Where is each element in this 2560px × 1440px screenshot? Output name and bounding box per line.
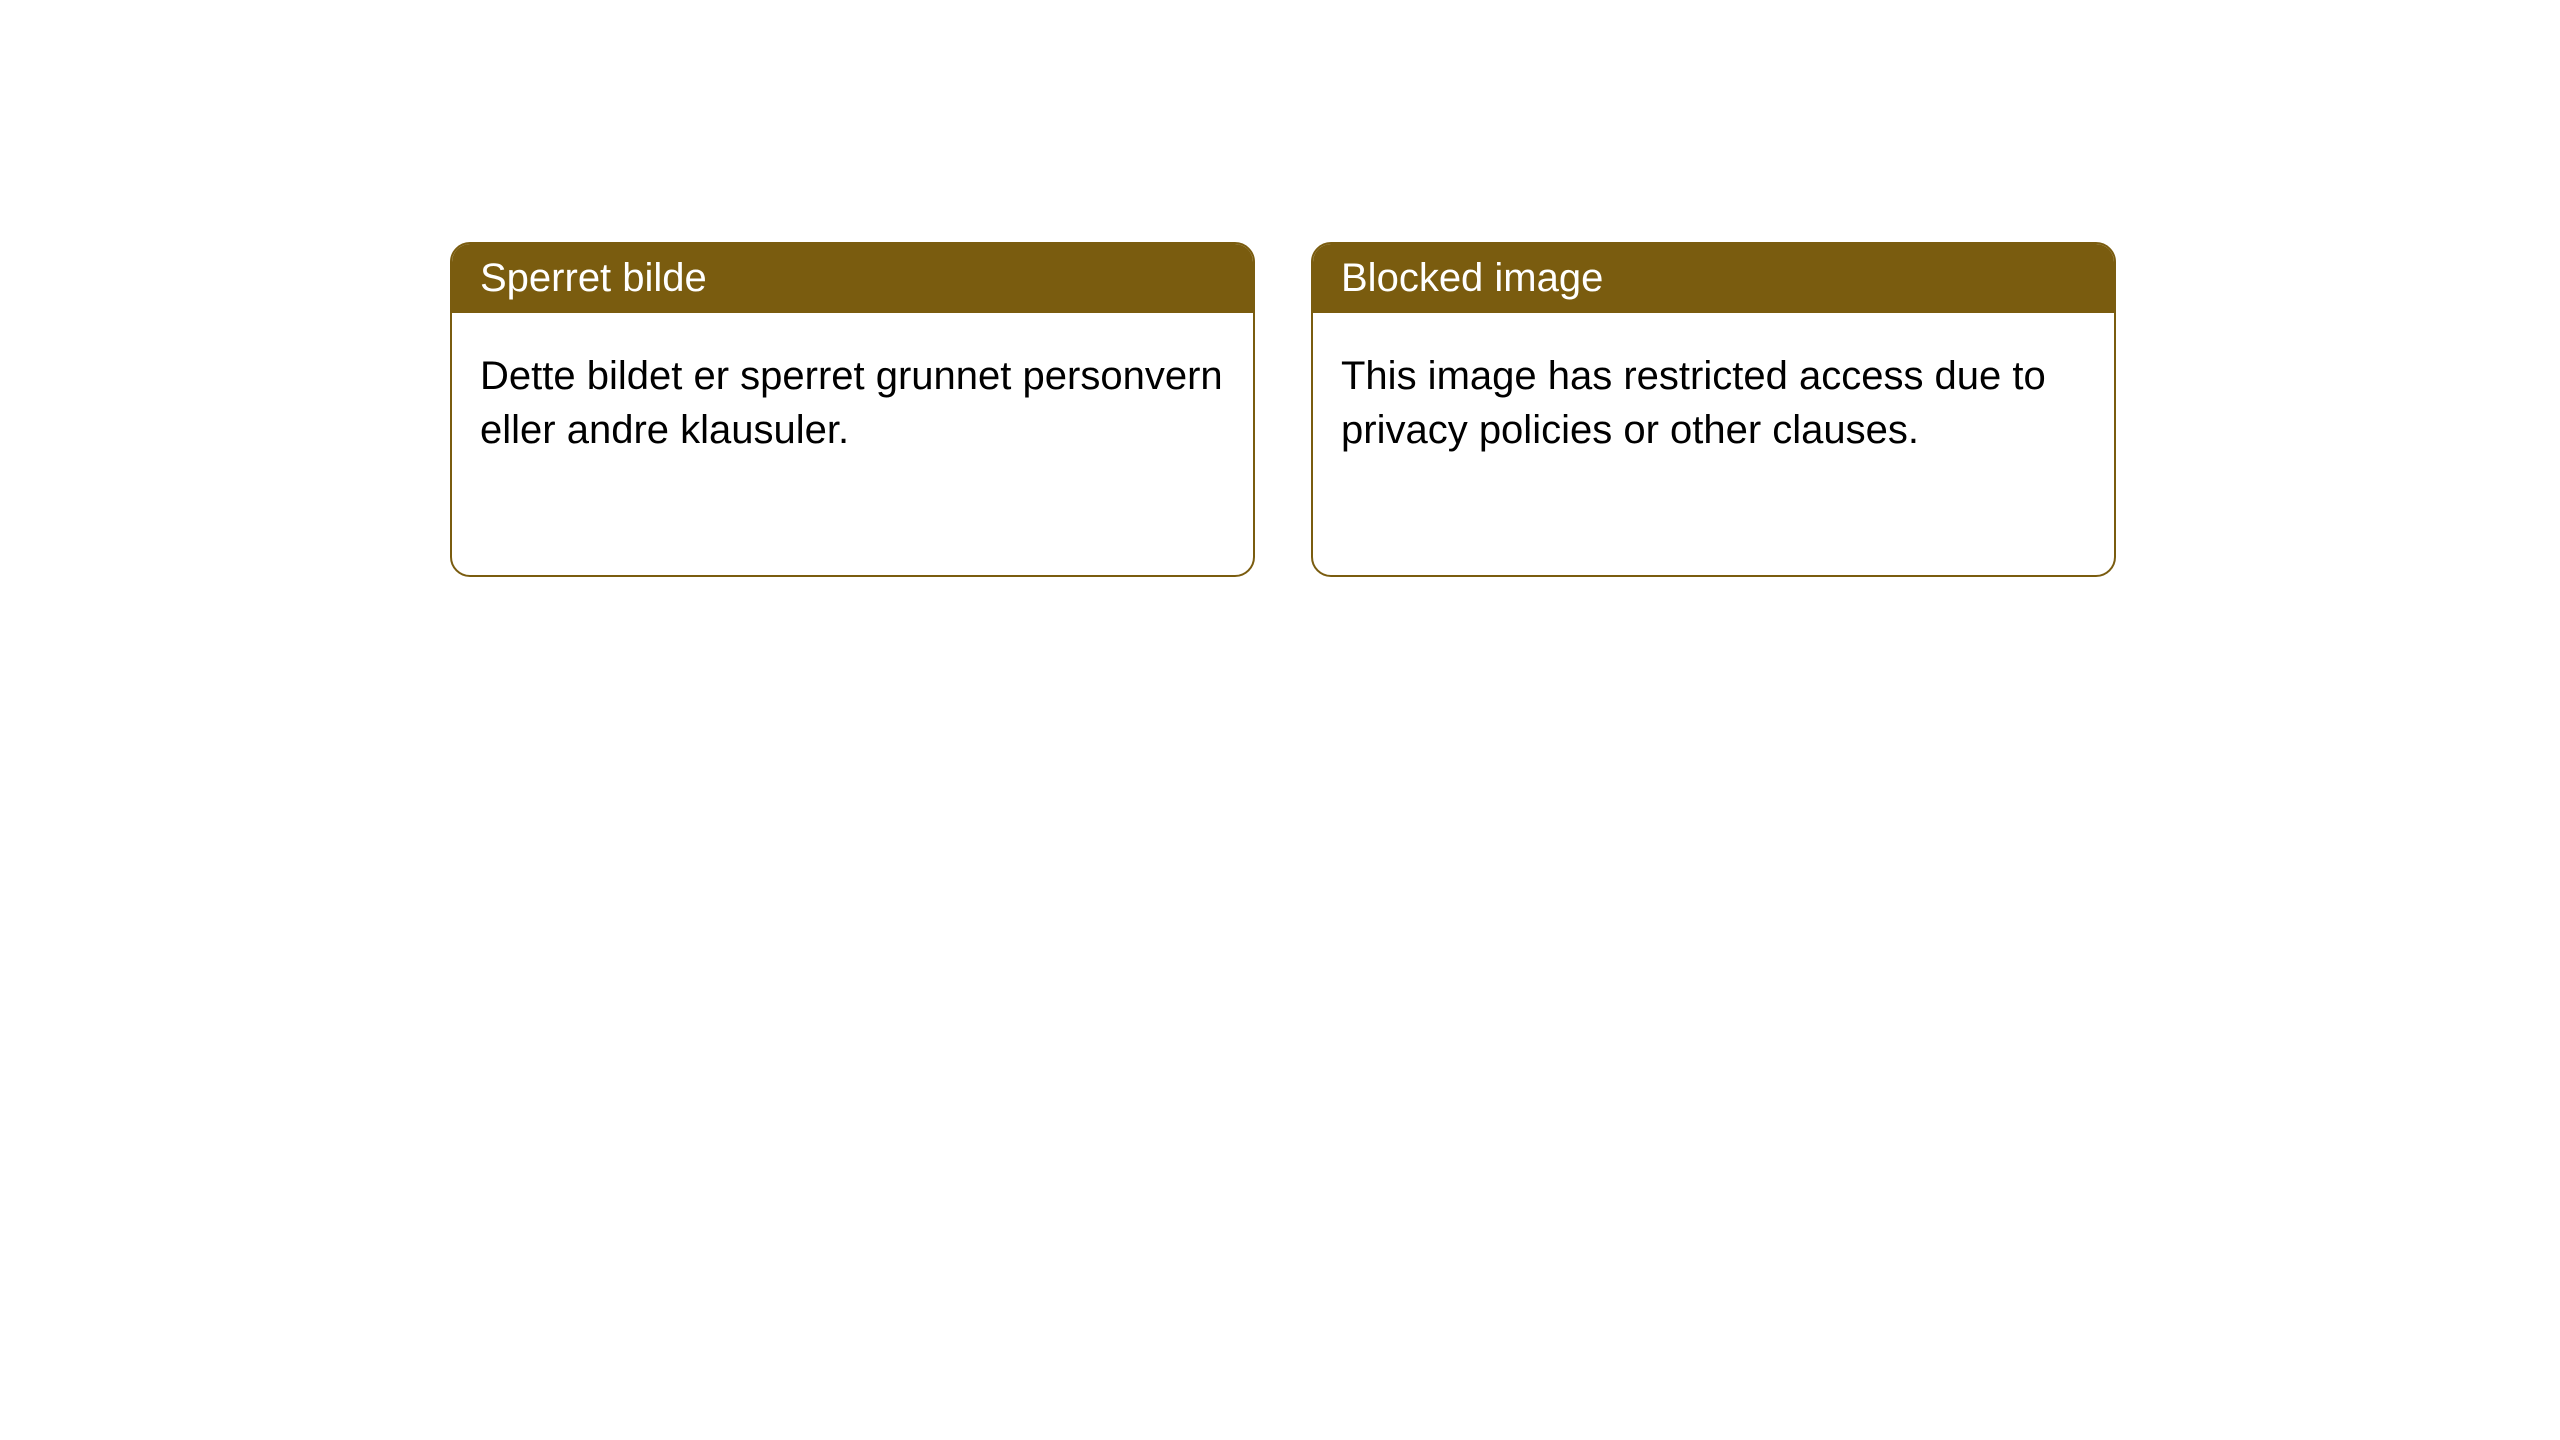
card-body-text: This image has restricted access due to … [1341,354,2046,452]
card-header: Sperret bilde [452,244,1253,313]
card-title: Sperret bilde [480,256,707,300]
card-body: This image has restricted access due to … [1313,313,2114,493]
notice-card-norwegian: Sperret bilde Dette bildet er sperret gr… [450,242,1255,577]
card-title: Blocked image [1341,256,1603,300]
card-header: Blocked image [1313,244,2114,313]
card-body: Dette bildet er sperret grunnet personve… [452,313,1253,493]
notice-container: Sperret bilde Dette bildet er sperret gr… [0,0,2560,577]
notice-card-english: Blocked image This image has restricted … [1311,242,2116,577]
card-body-text: Dette bildet er sperret grunnet personve… [480,354,1223,452]
